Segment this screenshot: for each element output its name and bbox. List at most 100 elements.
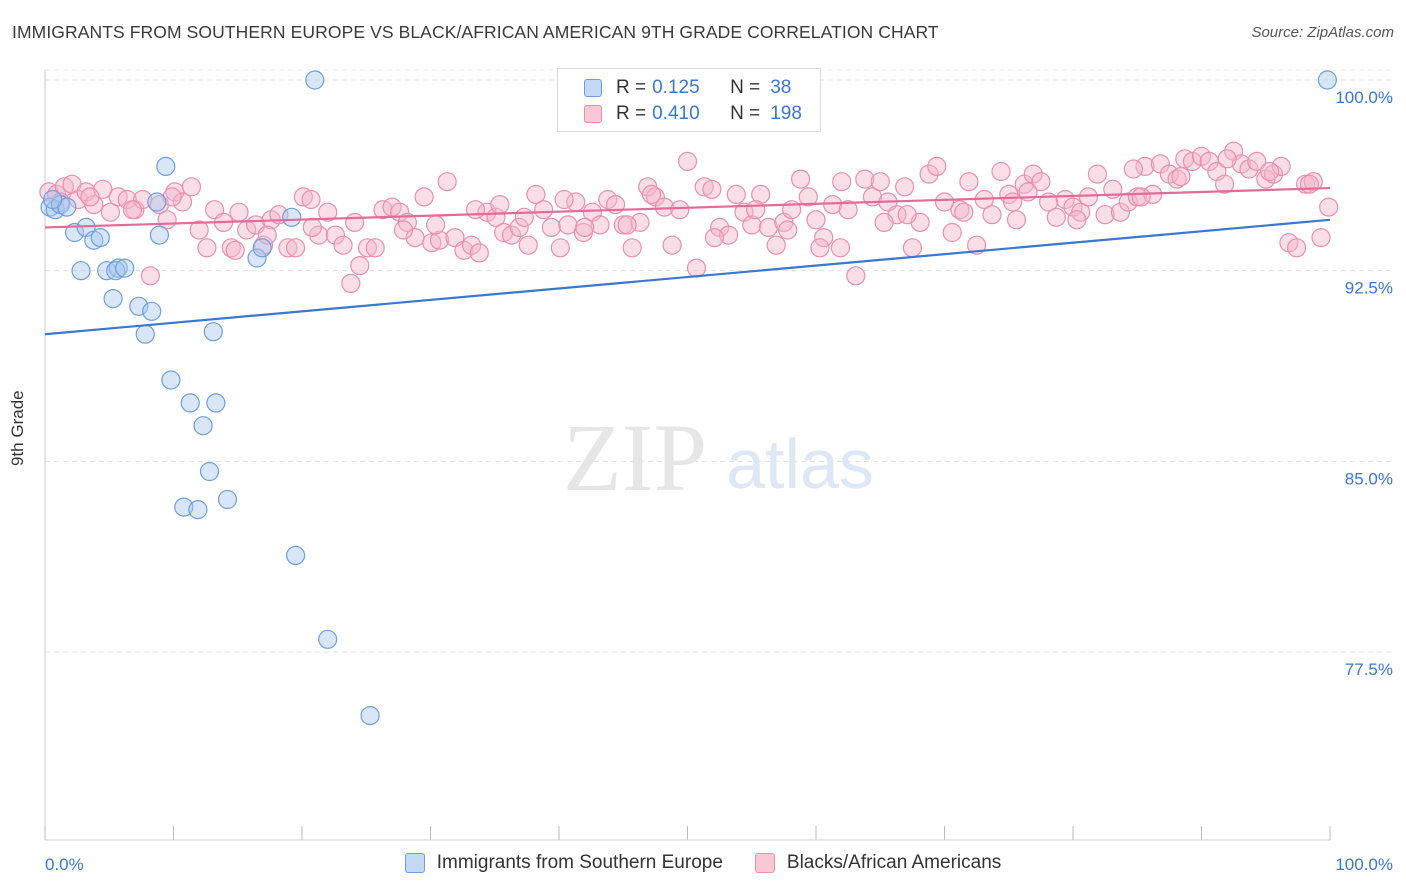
point-black-african-american [189, 220, 209, 240]
point-black-african-american [897, 205, 917, 225]
point-black-african-american [798, 187, 818, 207]
x-tick-label: 0.0% [45, 855, 84, 874]
legend-n-value: 38 [770, 77, 792, 98]
point-black-african-american [1286, 238, 1307, 258]
point-southern-europe [247, 248, 267, 268]
point-black-african-american [1311, 228, 1331, 248]
point-black-african-american [286, 238, 306, 258]
point-southern-europe [217, 489, 238, 510]
point-southern-europe [103, 289, 123, 309]
point-black-african-american [810, 238, 830, 258]
point-black-african-american [1214, 174, 1235, 194]
point-black-african-american [1131, 187, 1151, 207]
legend-r-label: R = [616, 77, 647, 98]
point-black-african-american [333, 235, 353, 255]
point-black-african-american [357, 238, 378, 258]
point-black-african-american [726, 184, 746, 204]
trend-line-southern-europe [44, 218, 1331, 336]
point-black-african-american [982, 205, 1002, 225]
point-black-african-american [341, 273, 361, 293]
legend-label: Blacks/African Americans [786, 852, 1002, 873]
point-black-african-american [1087, 164, 1108, 184]
point-southern-europe [1317, 70, 1338, 90]
point-black-african-american [838, 200, 858, 220]
point-black-african-american [874, 212, 894, 232]
legend-row-pink: R = 0.410 N = 198 [584, 101, 802, 127]
legend-swatch-pink [584, 105, 602, 123]
legend-n-label: N = [730, 103, 761, 124]
point-black-african-american [257, 225, 277, 245]
point-southern-europe [286, 545, 306, 566]
point-black-african-american [846, 266, 866, 286]
point-black-african-american [919, 164, 939, 184]
y-tick-labels: 100.0% 92.5% 85.0% 77.5% [1335, 88, 1393, 679]
legend-r-label: R = [616, 103, 647, 124]
axes [44, 70, 1331, 841]
point-black-african-american [1023, 164, 1043, 184]
point-black-african-american [704, 228, 725, 248]
series-legend: Immigrants from Southern Europe Blacks/A… [0, 852, 1406, 874]
point-black-african-american [959, 172, 979, 192]
y-tick-label: 77.5% [1345, 660, 1393, 679]
point-black-african-american [1031, 172, 1051, 192]
point-black-african-american [558, 215, 578, 235]
point-black-african-american [302, 217, 322, 237]
point-black-african-american [641, 184, 662, 204]
point-black-african-american [832, 172, 852, 192]
point-black-african-american [465, 200, 486, 220]
legend-row-blue: R = 0.125 N = 38 [584, 75, 791, 101]
point-black-african-american [162, 187, 182, 207]
point-southern-europe [193, 416, 213, 436]
point-black-african-american [575, 217, 595, 237]
point-black-african-american [365, 238, 385, 258]
legend-label: Immigrants from Southern Europe [436, 852, 723, 873]
legend-item-black-african-american[interactable]: Blacks/African Americans [754, 852, 1002, 874]
point-southern-europe [203, 322, 223, 342]
point-black-african-american [1046, 207, 1066, 227]
point-black-african-american [617, 215, 637, 235]
point-black-african-american [54, 177, 74, 197]
point-black-african-american [1006, 210, 1027, 230]
legend-swatch-pink [754, 853, 775, 873]
legend-swatch-blue [404, 853, 425, 873]
point-black-african-american [1247, 151, 1267, 171]
point-southern-europe [174, 497, 194, 517]
y-tick-label: 92.5% [1345, 279, 1393, 298]
legend-item-southern-europe[interactable]: Immigrants from Southern Europe [404, 852, 723, 874]
point-black-african-american [1239, 159, 1259, 179]
point-southern-europe [142, 301, 162, 321]
point-black-african-american [1123, 159, 1144, 179]
point-black-african-american [309, 225, 329, 245]
watermark-zip: ZIP [563, 404, 707, 511]
point-southern-europe [71, 261, 91, 281]
y-tick-label: 85.0% [1345, 469, 1393, 488]
point-black-african-american [350, 256, 370, 276]
point-southern-europe [64, 222, 85, 243]
point-southern-europe [115, 258, 135, 278]
point-black-african-american [991, 161, 1011, 182]
point-black-african-american [469, 243, 489, 263]
point-black-african-american [437, 172, 457, 192]
y-axis-label: 9th Grade [8, 390, 27, 466]
point-black-african-american [1182, 151, 1203, 171]
point-black-african-american [1118, 192, 1138, 212]
watermark-atlas: atlas [726, 425, 874, 503]
point-black-african-american [429, 230, 450, 250]
point-southern-europe [188, 500, 208, 520]
point-southern-europe [108, 258, 128, 278]
point-black-african-american [1095, 205, 1115, 225]
point-black-african-american [122, 200, 142, 220]
point-black-african-american [325, 225, 345, 245]
point-black-african-american [1171, 167, 1191, 187]
point-black-african-american [1271, 156, 1291, 176]
point-black-african-american [902, 238, 923, 258]
point-black-african-american [1217, 149, 1237, 169]
point-black-african-american [518, 235, 538, 255]
point-black-african-american [855, 169, 875, 189]
point-black-african-american [662, 235, 682, 255]
point-black-african-american [1259, 161, 1280, 182]
point-southern-europe [156, 156, 176, 176]
point-black-african-american [100, 202, 121, 222]
legend-n-value: 198 [770, 103, 802, 124]
